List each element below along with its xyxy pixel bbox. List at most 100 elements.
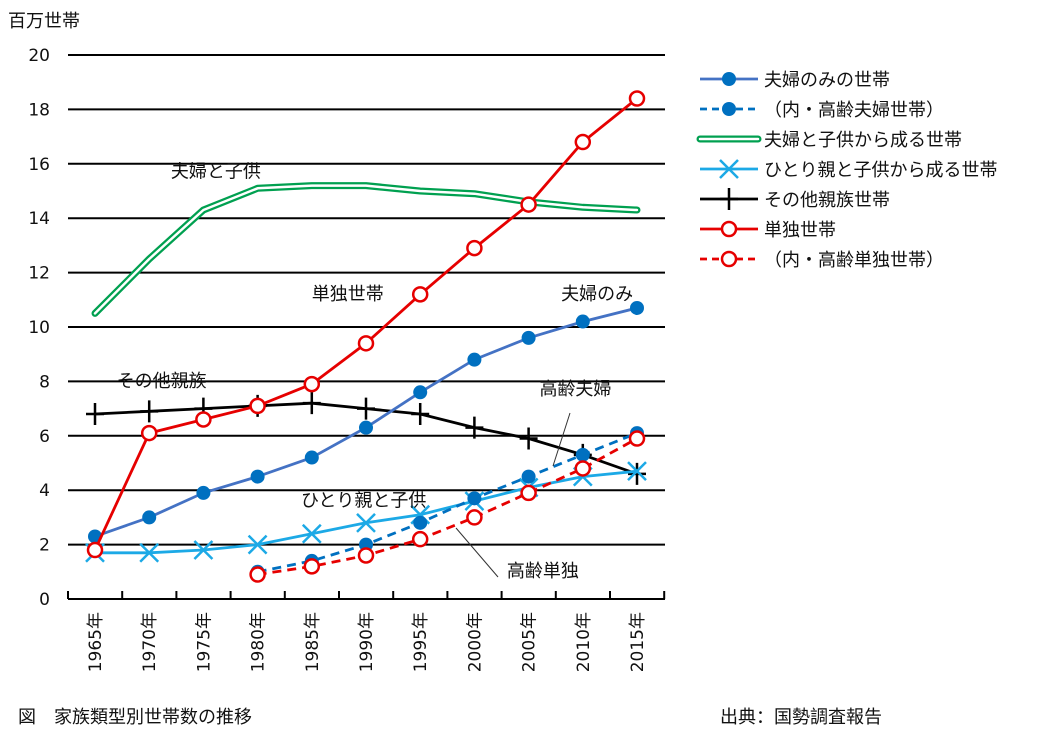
x-tick-label: 1970年 [140,612,160,672]
data-point [411,403,430,426]
source-note: 出典：国勢調査報告 [720,707,882,728]
gridlines [68,54,665,546]
y-tick-label: 18 [28,100,50,120]
data-point [86,541,104,559]
x-axis: 1965年 1970年 1975年 1980年 1985年 1990年 1995年 2000年… [67,591,666,672]
data-point [139,542,160,563]
legend-label: （内・高齢単独世帯） [764,250,944,271]
y-tick-label: 20 [28,46,50,66]
data-point [303,375,321,393]
x-tick-label: 2015年 [628,612,648,672]
data-point [304,450,319,465]
data-point [627,461,647,482]
legend-label: 夫婦のみの世帯 [764,70,890,91]
annotation-label: 夫婦と子供 [171,161,261,182]
series-line [257,431,638,574]
annotation-label: 高齢夫婦 [539,379,611,400]
data-point [467,491,482,506]
data-point [249,566,266,583]
legend-item: （内・高齢夫婦世帯） [700,100,944,121]
data-point [574,460,592,477]
data-point [357,397,375,420]
leader-line [455,527,499,578]
data-point [302,392,321,415]
data-point [467,352,482,367]
data-point [303,558,321,575]
x-tick-label: 1990年 [357,612,377,672]
legend-item: 夫婦のみの世帯 [700,70,890,91]
y-tick-label: 8 [39,372,50,392]
x-tick-label: 1980年 [249,612,269,672]
legend-label: その他親族世帯 [764,190,890,211]
data-point [357,547,375,564]
data-point [521,469,536,484]
data-point [411,286,429,303]
y-tick-label: 16 [28,155,50,175]
annotation-label: 夫婦のみ [561,284,633,305]
data-point [722,102,736,116]
x-tick-label: 2010年 [574,612,594,672]
legend-label: ひとり親と子供から成る世帯 [764,160,997,181]
series-6 [249,430,646,583]
data-point [720,188,738,210]
data-point [357,335,375,352]
y-tick-label: 4 [39,481,50,501]
data-point [413,515,428,530]
annotation-label: ひとり親と子供 [301,491,426,512]
data-point [575,447,590,462]
y-tick-label: 12 [28,264,50,284]
data-point [719,159,739,179]
data-point [720,250,738,268]
y-tick-label: 14 [28,209,50,229]
data-point [140,400,159,423]
series-5 [86,90,646,559]
x-tick-label: 2005年 [520,612,540,672]
data-point [250,469,265,484]
data-point [359,420,373,435]
x-tick-label: 1985年 [303,612,323,672]
series-0 [88,300,644,544]
legend-item: （内・高齢単独世帯） [700,250,944,271]
data-point [520,196,537,213]
legend-label: 単独世帯 [764,220,836,241]
data-point [630,300,644,315]
data-point [628,90,646,107]
series-group [85,90,647,583]
y-tick-label: 10 [28,318,50,338]
y-tick-label: 6 [39,427,50,447]
data-point [86,403,104,426]
leader-line [552,412,571,467]
data-point [722,72,736,86]
data-point [519,427,538,450]
legend-label: 夫婦と子供から成る世帯 [764,130,962,151]
data-point [356,512,376,533]
y-axis-unit-label: 百万世帯 [8,11,80,32]
data-point [466,509,483,526]
data-point [301,523,322,544]
data-point [247,534,268,555]
legend-item: 夫婦と子供から成る世帯 [696,130,962,151]
data-point [142,510,157,525]
data-point [411,530,429,548]
annotation-label: その他親族 [117,371,207,392]
y-tick-label: 2 [39,536,50,556]
data-point [520,484,537,502]
series-2 [91,182,641,317]
series-line-inner [93,184,639,315]
x-tick-label: 1965年 [86,612,106,672]
data-point [628,462,646,485]
data-point [575,314,590,329]
y-axis-ticks: 0 2 4 6 8 10 12 14 16 18 20 [28,46,50,610]
x-tick-label: 2000年 [465,612,485,672]
series-line [257,437,638,576]
annotation-label: 高齢単独 [507,561,579,582]
x-tick-label: 1995年 [411,612,431,672]
legend: 夫婦のみの世帯 （内・高齢夫婦世帯） 夫婦と子供から成る世帯ひとり親と子供から成る世… [696,70,997,271]
legend-item: その他親族世帯 [700,188,890,211]
data-point [196,485,211,500]
legend-item: ひとり親と子供から成る世帯 [700,159,997,181]
annotation-label: 単独世帯 [312,284,384,305]
data-point [193,540,214,560]
